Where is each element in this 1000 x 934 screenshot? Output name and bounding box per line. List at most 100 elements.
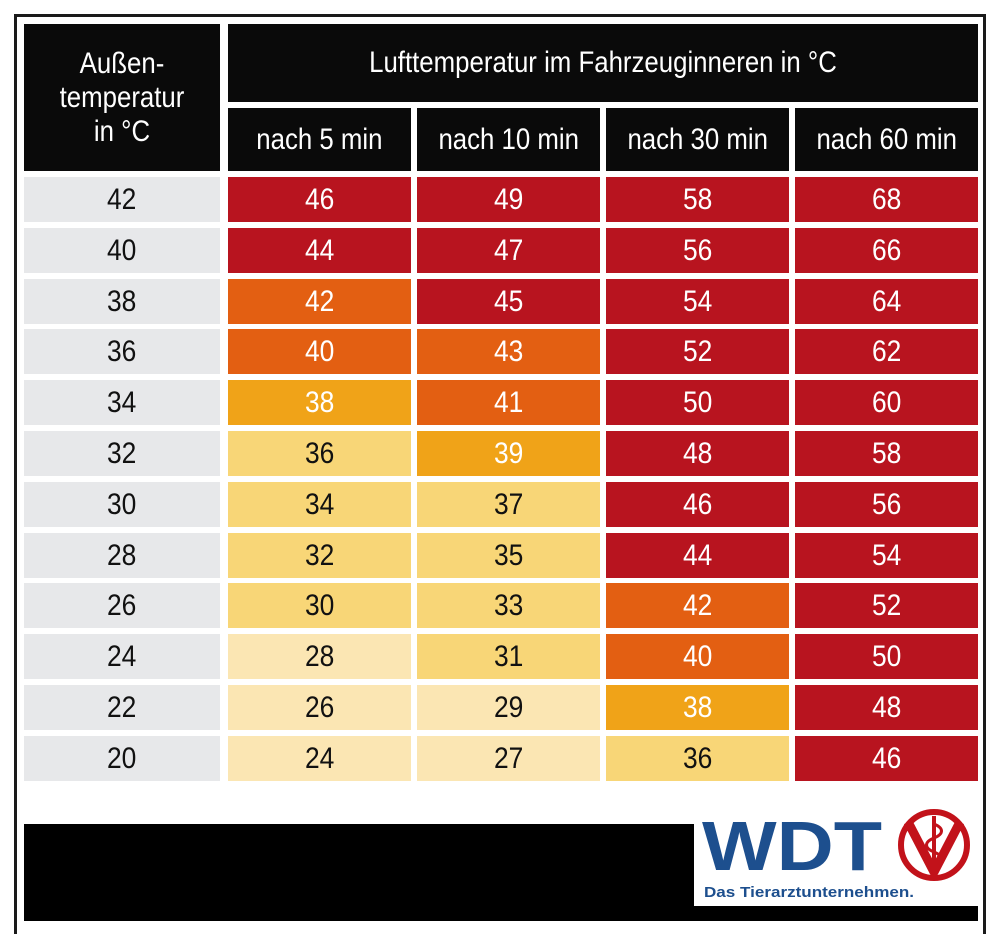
- outside-temperature-value: 42: [107, 182, 137, 216]
- interior-temperature-cell: 28: [228, 634, 411, 679]
- wdt-tagline: Das Tierarztunternehmen.: [704, 884, 914, 901]
- outside-temperature-cell: 20: [24, 736, 220, 781]
- interior-temperature-cell: 24: [228, 736, 411, 781]
- interior-temperature-cell: 47: [417, 228, 600, 273]
- interior-temperature-value: 54: [682, 284, 713, 318]
- interior-temperature-cell: 31: [417, 634, 600, 679]
- interior-temperature-value: 56: [871, 487, 902, 521]
- interior-temperature-cell: 40: [228, 329, 411, 374]
- column-header-label: nach 10 min: [438, 122, 579, 156]
- outside-temperature-cell: 36: [24, 329, 220, 374]
- interior-temperature-value: 37: [493, 487, 524, 521]
- outside-temperature-cell: 32: [24, 431, 220, 476]
- interior-temperature-header-label: Lufttemperatur im Fahrzeuginneren in °C: [369, 46, 837, 79]
- outside-temperature-cell: 38: [24, 279, 220, 324]
- outside-temperature-cell: 40: [24, 228, 220, 273]
- interior-temperature-cell: 44: [228, 228, 411, 273]
- interior-temperature-value: 41: [493, 385, 524, 419]
- interior-temperature-cell: 54: [795, 533, 978, 578]
- interior-temperature-cell: 42: [228, 279, 411, 324]
- wdt-logo-graphic: WDT Das Tierarztunternehmen.: [702, 807, 970, 901]
- interior-temperature-value: 24: [304, 741, 335, 775]
- interior-temperature-value: 36: [682, 741, 713, 775]
- interior-temperature-value: 50: [871, 639, 902, 673]
- interior-temperature-cell: 49: [417, 177, 600, 222]
- interior-temperature-cell: 39: [417, 431, 600, 476]
- interior-temperature-value: 28: [304, 639, 335, 673]
- interior-temperature-cell: 46: [795, 736, 978, 781]
- interior-temperature-value: 45: [493, 284, 524, 318]
- interior-temperature-value: 39: [493, 436, 524, 470]
- interior-temperature-cell: 35: [417, 533, 600, 578]
- interior-temperature-cell: 34: [228, 482, 411, 527]
- wdt-wordmark: WDT: [702, 807, 882, 885]
- interior-temperature-cell: 38: [228, 380, 411, 425]
- interior-temperature-value: 30: [304, 588, 335, 622]
- interior-temperature-cell: 46: [606, 482, 789, 527]
- interior-temperature-value: 26: [304, 690, 335, 724]
- interior-temperature-value: 38: [682, 690, 713, 724]
- interior-temperature-cell: 56: [606, 228, 789, 273]
- interior-temperature-value: 64: [871, 284, 902, 318]
- interior-temperature-value: 36: [304, 436, 335, 470]
- interior-temperature-cell: 48: [606, 431, 789, 476]
- outside-temperature-value: 22: [107, 690, 137, 724]
- outside-temperature-value: 26: [107, 588, 137, 622]
- interior-temperature-value: 31: [493, 639, 524, 673]
- interior-temperature-cell: 68: [795, 177, 978, 222]
- interior-temperature-cell: 30: [228, 583, 411, 628]
- interior-temperature-value: 27: [493, 741, 524, 775]
- interior-temperature-cell: 36: [606, 736, 789, 781]
- column-header: nach 30 min: [606, 108, 789, 171]
- interior-temperature-value: 38: [304, 385, 335, 419]
- interior-temperature-value: 52: [871, 588, 902, 622]
- interior-temperature-value: 62: [871, 334, 902, 368]
- interior-temperature-value: 40: [304, 334, 335, 368]
- interior-temperature-value: 44: [682, 538, 713, 572]
- outside-temperature-value: 40: [107, 233, 137, 267]
- outside-temperature-header-line: temperatur: [59, 80, 185, 114]
- interior-temperature-cell: 38: [606, 685, 789, 730]
- interior-temperature-cell: 56: [795, 482, 978, 527]
- interior-temperature-value: 35: [493, 538, 524, 572]
- interior-temperature-value: 52: [682, 334, 713, 368]
- interior-temperature-value: 58: [682, 182, 713, 216]
- interior-temperature-value: 48: [871, 690, 902, 724]
- interior-temperature-cell: 60: [795, 380, 978, 425]
- interior-temperature-cell: 40: [606, 634, 789, 679]
- outside-temperature-cell: 34: [24, 380, 220, 425]
- interior-temperature-cell: 48: [795, 685, 978, 730]
- outside-temperature-header: Außen-temperatur in °C: [24, 24, 220, 171]
- caduceus-emblem-icon: [898, 809, 970, 881]
- interior-temperature-cell: 66: [795, 228, 978, 273]
- interior-temperature-cell: 36: [228, 431, 411, 476]
- column-header: nach 60 min: [795, 108, 978, 171]
- interior-temperature-cell: 58: [606, 177, 789, 222]
- interior-temperature-value: 47: [493, 233, 524, 267]
- interior-temperature-cell: 44: [606, 533, 789, 578]
- column-header: nach 10 min: [417, 108, 600, 171]
- interior-temperature-cell: 46: [228, 177, 411, 222]
- outside-temperature-value: 34: [107, 385, 137, 419]
- interior-temperature-cell: 52: [606, 329, 789, 374]
- outside-temperature-header-line: in °C: [93, 114, 151, 148]
- interior-temperature-value: 46: [871, 741, 902, 775]
- interior-temperature-cell: 64: [795, 279, 978, 324]
- outside-temperature-cell: 30: [24, 482, 220, 527]
- interior-temperature-cell: 50: [606, 380, 789, 425]
- interior-temperature-header: Lufttemperatur im Fahrzeuginneren in °C: [228, 24, 978, 102]
- interior-temperature-value: 54: [871, 538, 902, 572]
- interior-temperature-cell: 32: [228, 533, 411, 578]
- wdt-logo: WDT Das Tierarztunternehmen.: [694, 802, 979, 906]
- outside-temperature-value: 32: [107, 436, 137, 470]
- outside-temperature-value: 28: [107, 538, 137, 572]
- outside-temperature-cell: 22: [24, 685, 220, 730]
- outside-temperature-header-line: Außen-: [79, 46, 165, 80]
- outside-temperature-value: 20: [107, 741, 137, 775]
- column-header: nach 5 min: [228, 108, 411, 171]
- interior-temperature-cell: 50: [795, 634, 978, 679]
- interior-temperature-value: 43: [493, 334, 524, 368]
- interior-temperature-value: 60: [871, 385, 902, 419]
- outside-temperature-cell: 24: [24, 634, 220, 679]
- interior-temperature-cell: 29: [417, 685, 600, 730]
